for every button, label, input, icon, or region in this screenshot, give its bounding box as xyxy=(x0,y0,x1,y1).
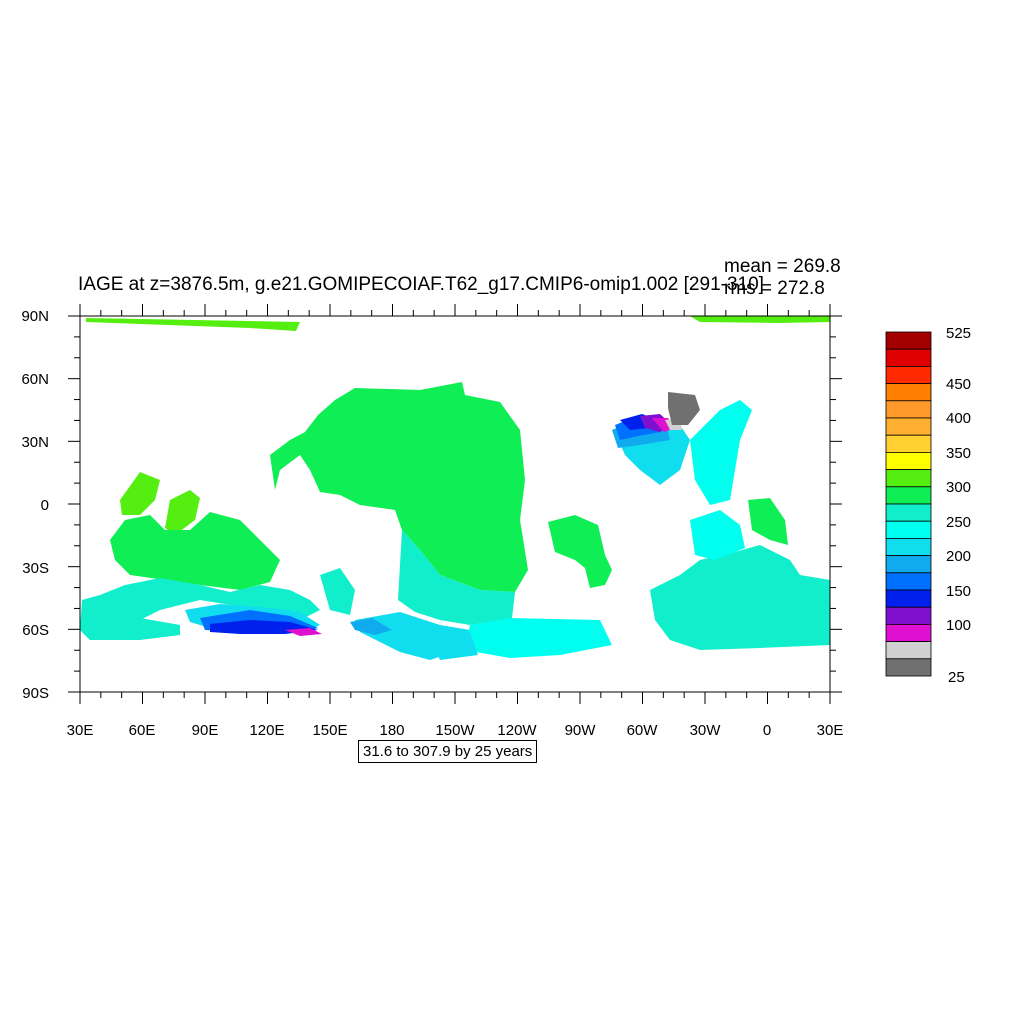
colorbar-swatch xyxy=(885,503,932,522)
region-caribbean xyxy=(548,515,612,588)
lat-label-30s: 30S xyxy=(22,560,49,577)
lon-label-150w: 150W xyxy=(435,722,475,739)
colorbar-swatch xyxy=(885,641,932,660)
colorbar-label-300: 300 xyxy=(946,479,971,496)
region-pacific-central xyxy=(270,382,528,592)
lon-label-120e: 120E xyxy=(249,722,284,739)
lon-label-30w: 30W xyxy=(690,722,722,739)
region-pacific-south-blue xyxy=(350,618,392,635)
region-indian-aqua xyxy=(80,578,320,640)
lon-label-60e: 60E xyxy=(129,722,156,739)
colorbar-swatch xyxy=(885,469,932,488)
lon-label-0: 0 xyxy=(763,722,771,739)
colorbar-swatch xyxy=(885,589,932,608)
lat-label-0: 0 xyxy=(41,497,49,514)
region-indian-south xyxy=(110,512,280,590)
colorbar-label-250: 250 xyxy=(946,514,971,531)
colorbar-label-200: 200 xyxy=(946,548,971,565)
colorbar-swatch xyxy=(885,606,932,625)
colorbar-label-525: 525 xyxy=(946,325,971,342)
lon-label-30e-end: 30E xyxy=(817,722,844,739)
colorbar-label-350: 350 xyxy=(946,445,971,462)
colorbar xyxy=(885,331,932,677)
lon-label-30e: 30E xyxy=(67,722,94,739)
lon-label-90w: 90W xyxy=(565,722,597,739)
colorbar-label-25: 25 xyxy=(948,669,965,686)
lat-label-30n: 30N xyxy=(21,434,49,451)
region-australia-south-magenta xyxy=(285,628,322,636)
colorbar-swatch xyxy=(885,624,932,643)
lat-label-60n: 60N xyxy=(21,371,49,388)
ocean-fields xyxy=(80,316,830,660)
lat-label-90s: 90S xyxy=(22,685,49,702)
latitude-labels: 90N 60N 30N 0 30S 60S 90S xyxy=(21,308,49,702)
region-atlantic-south xyxy=(650,545,830,650)
region-arctic-east xyxy=(690,316,830,323)
colorbar-swatch xyxy=(885,400,932,419)
colorbar-swatch xyxy=(885,348,932,367)
lon-label-180: 180 xyxy=(379,722,404,739)
colorbar-swatch xyxy=(885,572,932,591)
lon-label-90e: 90E xyxy=(192,722,219,739)
colorbar-swatch xyxy=(885,520,932,539)
region-drake-sky xyxy=(430,632,478,660)
region-atlantic-north-cyan xyxy=(690,400,752,505)
colorbar-label-100: 100 xyxy=(946,617,971,634)
colorbar-label-150: 150 xyxy=(946,583,971,600)
colorbar-swatch xyxy=(885,486,932,505)
colorbar-swatch xyxy=(885,383,932,402)
lon-label-120w: 120W xyxy=(497,722,537,739)
lat-label-60s: 60S xyxy=(22,622,49,639)
region-tasman-aqua xyxy=(320,568,355,615)
region-nordic-gray xyxy=(668,392,700,425)
colorbar-swatch xyxy=(885,365,932,384)
lon-label-150e: 150E xyxy=(312,722,347,739)
region-atlantic-central xyxy=(690,510,745,560)
colorbar-swatch xyxy=(885,417,932,436)
colorbar-swatch xyxy=(885,434,932,453)
plot-title: IAGE at z=3876.5m, g.e21.GOMIPECOIAF.T62… xyxy=(78,274,764,295)
region-arctic-west xyxy=(86,318,300,331)
region-atlantic-east-green xyxy=(748,498,788,545)
colorbar-label-400: 400 xyxy=(946,410,971,427)
lon-label-60w: 60W xyxy=(627,722,659,739)
colorbar-swatch xyxy=(885,331,932,350)
lat-label-90n: 90N xyxy=(21,308,49,325)
colorbar-swatch xyxy=(885,538,932,557)
region-pacific-southeast xyxy=(398,530,515,625)
colorbar-swatch xyxy=(885,555,932,574)
region-indian-west xyxy=(120,472,160,515)
region-southern-ocean xyxy=(465,618,612,658)
rms-stat: rms = 272.8 xyxy=(724,278,825,299)
mean-stat: mean = 269.8 xyxy=(724,256,841,277)
contour-info-box: 31.6 to 307.9 by 25 years xyxy=(358,740,538,763)
axis-ticks xyxy=(68,304,842,704)
longitude-labels: 30E 60E 90E 120E 150E 180 150W 120W 90W … xyxy=(67,722,844,739)
colorbar-swatch xyxy=(885,658,932,677)
colorbar-label-450: 450 xyxy=(946,376,971,393)
colorbar-labels: 525 450 400 350 300 250 200 150 100 25 xyxy=(946,325,971,686)
region-indian-cyan xyxy=(80,618,180,640)
colorbar-swatch xyxy=(885,451,932,470)
region-indian-central xyxy=(165,490,200,535)
